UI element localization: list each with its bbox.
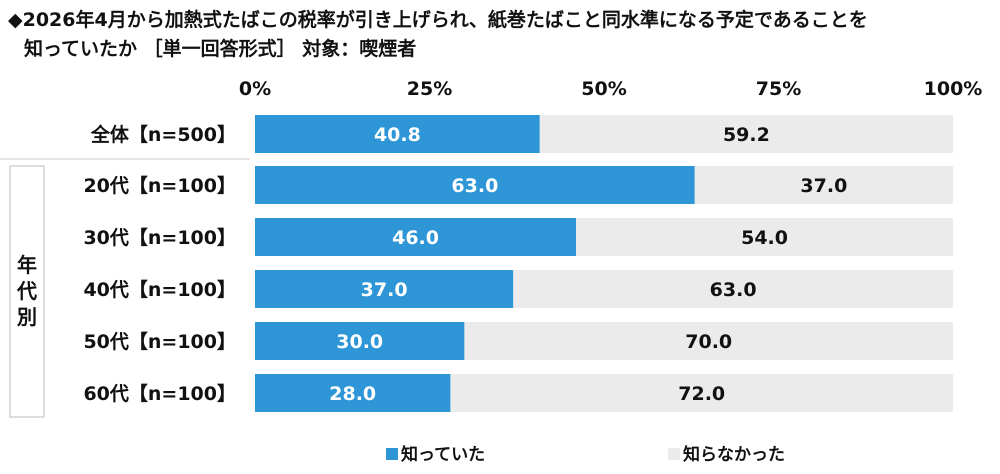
- x-tick-label: 25%: [407, 78, 452, 100]
- category-label: 50代【n=100】: [83, 330, 236, 353]
- data-label-unknown: 72.0: [678, 383, 725, 405]
- legend-label: 知っていた: [400, 444, 485, 465]
- bar-known: [255, 322, 465, 360]
- bar-known: [255, 374, 451, 412]
- x-tick-label: 75%: [756, 78, 801, 100]
- category-label: 20代【n=100】: [83, 174, 236, 197]
- title-line-1: ◆2026年4月から加熱式たばこの税率が引き上げられ、紙巻たばこと同水準になる予…: [8, 9, 868, 31]
- age-group-bracket: 年代別: [0, 158, 250, 418]
- title-line-2: 知っていたか ［単一回答形式］ 対象：喫煙者: [24, 38, 417, 60]
- group-label-char: 年: [17, 253, 37, 277]
- legend-swatch: [668, 448, 680, 460]
- group-bracket: [9, 165, 45, 418]
- bar-unknown: [576, 218, 953, 256]
- bar-unknown: [464, 322, 953, 360]
- data-label-known: 46.0: [392, 227, 439, 249]
- category-label: 40代【n=100】: [83, 278, 236, 301]
- data-label-unknown: 63.0: [710, 279, 757, 301]
- legend-swatch: [386, 448, 398, 460]
- group-label-char: 別: [17, 305, 37, 329]
- x-tick-label: 100%: [924, 78, 983, 100]
- category-label: 60代【n=100】: [83, 382, 236, 405]
- x-tick-label: 50%: [581, 78, 626, 100]
- data-label-known: 30.0: [336, 331, 383, 353]
- category-label: 全体【n=500】: [90, 123, 236, 146]
- bars: 40.8 59.2 63.0 37.0 46.0 54.0 37.0 63.0 30.0 70.0…: [255, 115, 953, 412]
- bar-known: [255, 115, 540, 153]
- data-label-unknown: 54.0: [741, 227, 788, 249]
- x-axis-ticks: 0% 25% 50% 75% 100%: [239, 78, 982, 100]
- data-label-known: 40.8: [374, 124, 421, 146]
- category-labels: 全体【n=500】 20代【n=100】 30代【n=100】 40代【n=100】 5…: [83, 123, 236, 405]
- bar-unknown: [694, 166, 953, 204]
- bar-known: [255, 218, 577, 256]
- chart-title: ◆2026年4月から加熱式たばこの税率が引き上げられ、紙巻たばこと同水準になる予…: [8, 6, 868, 64]
- bar-unknown: [450, 374, 953, 412]
- category-label: 30代【n=100】: [83, 226, 236, 249]
- bar-known: [255, 270, 514, 308]
- data-label-unknown: 70.0: [685, 331, 732, 353]
- bar-unknown: [513, 270, 953, 308]
- data-label-unknown: 37.0: [800, 175, 847, 197]
- data-label-known: 63.0: [451, 175, 498, 197]
- bar-unknown: [539, 115, 953, 153]
- data-label-known: 37.0: [361, 279, 408, 301]
- group-label-char: 代: [16, 279, 37, 303]
- legend-label: 知らなかった: [682, 444, 785, 465]
- bar-known: [255, 166, 695, 204]
- x-tick-label: 0%: [239, 78, 271, 100]
- data-label-unknown: 59.2: [723, 124, 770, 146]
- data-label-known: 28.0: [329, 383, 376, 405]
- legend: 知っていた 知らなかった: [386, 444, 785, 465]
